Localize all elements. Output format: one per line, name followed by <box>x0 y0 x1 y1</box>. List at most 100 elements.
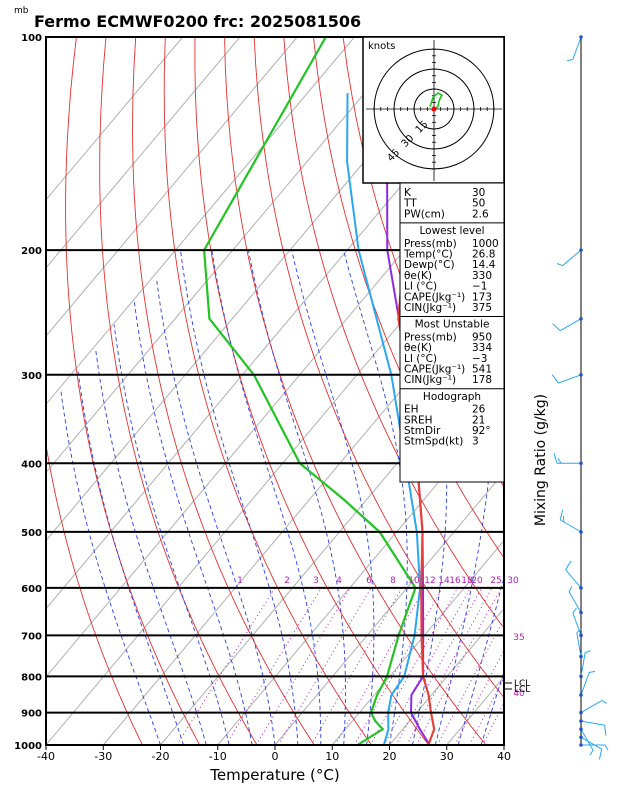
mixing-ratio-line <box>353 587 444 745</box>
mixing-ratio-value: 1 <box>237 576 243 586</box>
isotherm <box>46 37 184 201</box>
dry-adiabat <box>580 37 618 745</box>
pressure-tick-label: 600 <box>21 584 42 595</box>
index-label: Dewp(°C) <box>404 259 455 271</box>
mixing-ratio-line <box>225 587 322 745</box>
index-value: 173 <box>472 291 492 303</box>
dry-adiabat <box>313 37 504 559</box>
mixing-ratio-value: 40 <box>513 689 525 699</box>
pressure-tick-label: 900 <box>21 709 42 720</box>
index-value: 50 <box>472 198 485 210</box>
wind-barb-flag <box>604 725 607 736</box>
mixing-ratio-line <box>395 587 483 745</box>
isotherm <box>102 267 504 745</box>
mixing-ratio-value: 8 <box>390 576 396 586</box>
temperature-axis: -40 -30 -20 -10 0 10 20 30 40 <box>37 745 511 763</box>
wind-barb-flag <box>556 263 563 267</box>
wind-barb-dot <box>579 727 583 732</box>
index-value: 3 <box>472 436 479 448</box>
indices-heading: Hodograph <box>423 391 481 403</box>
pressure-tick-label: 1000 <box>14 741 42 752</box>
mixing-ratio-value: 20 <box>471 576 483 586</box>
dry-adiabat <box>65 37 201 745</box>
index-label: CIN(Jkg⁻¹) <box>404 374 456 386</box>
storm-motion-marker <box>431 106 437 112</box>
moist-adiabat <box>77 369 184 745</box>
moist-adiabat <box>247 250 346 745</box>
wind-barb-dot <box>579 719 583 723</box>
indices-frame <box>399 182 505 483</box>
moist-adiabat <box>404 249 448 745</box>
wind-barb-staff <box>562 249 582 266</box>
index-value: 14.4 <box>472 259 496 271</box>
index-label: CAPE(Jkg⁻¹) <box>404 364 465 376</box>
index-value: 178 <box>472 374 492 386</box>
wind-barb-dot <box>579 586 583 590</box>
mixing-ratio-value: 3 <box>313 576 319 586</box>
index-value: 334 <box>472 342 492 354</box>
mixing-ratio-value: 2 <box>284 576 290 586</box>
moist-adiabat <box>113 324 230 745</box>
wind-barb-staff <box>580 700 603 714</box>
isotherm <box>389 607 504 745</box>
index-value: 950 <box>472 331 492 343</box>
wind-barb-flag <box>552 323 561 332</box>
index-value: −3 <box>472 353 487 365</box>
indices-heading: Lowest level <box>419 225 484 237</box>
index-label: Temp(°C) <box>403 249 453 261</box>
index-value: 92° <box>472 425 491 437</box>
wind-barb-staff <box>580 720 605 726</box>
isotherm <box>46 37 298 337</box>
moist-adiabat <box>180 250 299 745</box>
index-label: StmDir <box>404 425 441 437</box>
index-label: θe(K) <box>404 270 432 282</box>
isotherm <box>46 37 413 474</box>
isotherm <box>274 471 504 745</box>
mixing-ratio-value: 6 <box>366 576 372 586</box>
mixing-ratio-line <box>416 587 502 745</box>
wind-barb-flag <box>568 586 573 593</box>
index-label: PW(cm) <box>404 208 445 220</box>
index-value: 330 <box>472 270 492 282</box>
plot-clip-group <box>46 37 618 745</box>
temperature-tick-label: -40 <box>37 750 55 763</box>
wind-barb-dot <box>579 35 583 39</box>
wind-barb-flag <box>565 560 572 570</box>
dry-adiabat <box>490 37 504 83</box>
lcl-label: LCL <box>514 685 530 695</box>
wind-barb-dot <box>579 710 583 715</box>
wind-barb-staff <box>580 672 590 696</box>
hodograph-unit-label: knots <box>368 41 395 52</box>
wind-barb-dot <box>579 654 583 659</box>
mixing-ratio-value: 14 <box>438 576 450 586</box>
moist-adiabat <box>503 743 504 745</box>
moist-adiabat <box>133 299 253 745</box>
dry-adiabat <box>253 37 504 699</box>
wind-barb-flag <box>551 374 559 384</box>
moist-adiabat <box>211 250 322 745</box>
mixing-ratio-value: 25 <box>490 576 501 586</box>
wind-barb-flag <box>589 749 594 756</box>
wind-barb-staff <box>572 612 582 636</box>
pressure-tick-label: 100 <box>21 33 42 44</box>
moist-adiabat <box>60 389 161 745</box>
dry-adiabat <box>46 37 143 745</box>
wind-barb-dot <box>579 248 583 252</box>
mixing-ratio-value: 10 <box>408 576 420 586</box>
pressure-tick-label: 500 <box>21 528 42 539</box>
wind-barb-dot <box>579 610 583 615</box>
temperature-tick-label: -30 <box>94 750 112 763</box>
dry-adiabat <box>99 37 258 745</box>
index-label: LI (°C) <box>404 353 437 365</box>
mixing-ratio-line <box>383 587 471 745</box>
temperature-tick-label: -20 <box>152 750 170 763</box>
index-label: Press(mb) <box>404 238 457 250</box>
wind-barb-flag <box>604 744 609 751</box>
moist-adiabat <box>156 279 276 745</box>
temperature-tick-label: 30 <box>440 750 454 763</box>
mixing-ratio-value: 30 <box>507 576 519 586</box>
index-label: EH <box>404 404 419 416</box>
mixing-ratio-value: 16 <box>449 576 461 586</box>
